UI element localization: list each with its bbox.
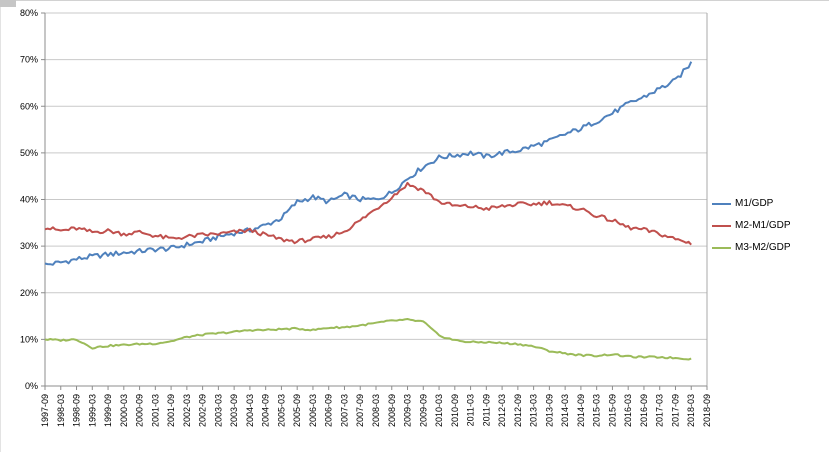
legend-label-m3m2: M3-M2/GDP	[735, 242, 791, 253]
svg-text:2002-03: 2002-03	[182, 394, 192, 427]
svg-text:20%: 20%	[20, 288, 38, 298]
svg-text:2016-03: 2016-03	[623, 394, 633, 427]
svg-text:2016-09: 2016-09	[639, 394, 649, 427]
axes	[41, 12, 708, 390]
svg-text:2017-09: 2017-09	[670, 394, 680, 427]
legend-item-m1: M1/GDP	[712, 195, 791, 212]
svg-text:2013-03: 2013-03	[529, 394, 539, 427]
svg-text:2005-03: 2005-03	[276, 394, 286, 427]
svg-text:2002-09: 2002-09	[198, 394, 208, 427]
svg-text:0%: 0%	[25, 381, 38, 391]
svg-text:2000-09: 2000-09	[135, 394, 145, 427]
series-line-1	[44, 61, 693, 266]
legend-line-sample-m1	[712, 202, 731, 205]
svg-text:2003-09: 2003-09	[229, 394, 239, 427]
axis-labels: 0% 10% 20% 30% 40% 50% 60% 70% 80% 1997-09 1998-03…	[20, 8, 712, 427]
svg-text:2010-09: 2010-09	[450, 394, 460, 427]
svg-text:2005-09: 2005-09	[292, 394, 302, 427]
legend-label-m1: M1/GDP	[735, 198, 774, 209]
svg-text:2009-03: 2009-03	[403, 394, 413, 427]
svg-text:2017-03: 2017-03	[655, 394, 665, 427]
svg-text:80%: 80%	[20, 8, 38, 18]
series-line-3	[44, 318, 692, 361]
svg-text:2007-09: 2007-09	[355, 394, 365, 427]
svg-text:10%: 10%	[20, 334, 38, 344]
series-line-2	[44, 181, 692, 246]
svg-text:2015-03: 2015-03	[592, 394, 602, 427]
svg-text:30%: 30%	[20, 241, 38, 251]
svg-text:2011-09: 2011-09	[481, 394, 491, 426]
chart-legend: M1/GDP M2-M1/GDP M3-M2/GDP	[712, 195, 791, 256]
svg-text:2015-09: 2015-09	[607, 394, 617, 427]
svg-text:2008-09: 2008-09	[387, 394, 397, 427]
svg-text:2006-03: 2006-03	[308, 394, 318, 427]
svg-text:2012-03: 2012-03	[497, 394, 507, 427]
svg-text:1997-09: 1997-09	[40, 394, 50, 427]
legend-label-m2m1: M2-M1/GDP	[735, 220, 791, 231]
svg-text:2001-09: 2001-09	[166, 394, 176, 427]
screen-corner-artifact	[0, 0, 16, 7]
svg-text:1998-03: 1998-03	[56, 394, 66, 427]
svg-text:70%: 70%	[20, 55, 38, 65]
svg-text:2008-03: 2008-03	[371, 394, 381, 427]
svg-text:2009-09: 2009-09	[418, 394, 428, 427]
svg-text:2014-09: 2014-09	[576, 394, 586, 427]
gridlines	[45, 12, 707, 340]
svg-text:2004-03: 2004-03	[245, 394, 255, 427]
svg-text:2003-03: 2003-03	[213, 394, 223, 427]
legend-line-sample-m2m1	[712, 224, 731, 227]
svg-text:2004-09: 2004-09	[261, 394, 271, 427]
svg-text:1999-09: 1999-09	[103, 394, 113, 427]
legend-item-m3m2: M3-M2/GDP	[712, 239, 791, 256]
svg-text:2012-09: 2012-09	[513, 394, 523, 427]
legend-item-m2m1: M2-M1/GDP	[712, 217, 791, 234]
svg-text:2001-03: 2001-03	[150, 394, 160, 427]
svg-text:2018-09: 2018-09	[702, 394, 712, 427]
svg-text:1998-09: 1998-09	[72, 394, 82, 427]
svg-text:2007-03: 2007-03	[339, 394, 349, 427]
svg-text:2018-03: 2018-03	[686, 394, 696, 427]
svg-text:50%: 50%	[20, 148, 38, 158]
svg-text:40%: 40%	[20, 195, 38, 205]
svg-text:1999-03: 1999-03	[87, 394, 97, 427]
svg-text:2006-09: 2006-09	[324, 394, 334, 427]
svg-text:2013-09: 2013-09	[544, 394, 554, 427]
svg-text:2011-03: 2011-03	[466, 394, 476, 426]
svg-text:2010-03: 2010-03	[434, 394, 444, 427]
svg-text:2014-03: 2014-03	[560, 394, 570, 427]
svg-text:60%: 60%	[20, 101, 38, 111]
legend-line-sample-m3m2	[712, 246, 731, 249]
svg-text:2000-03: 2000-03	[119, 394, 129, 427]
